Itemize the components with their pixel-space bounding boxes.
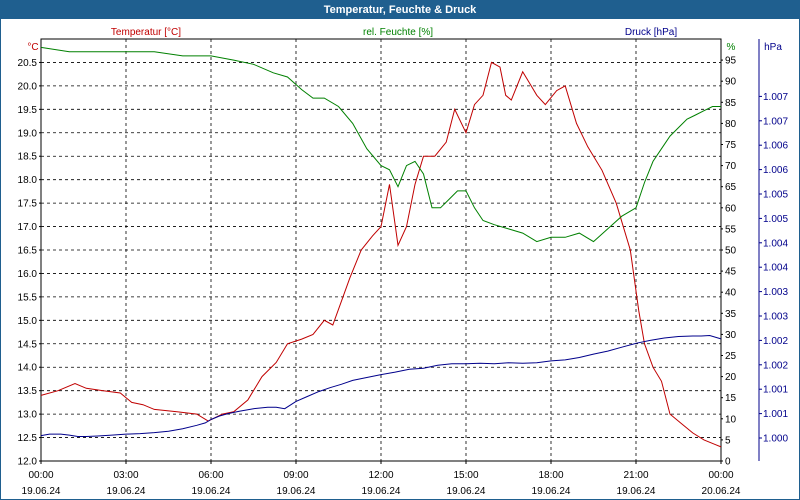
pressure-tick-label: 1.005	[763, 214, 788, 225]
temperature-tick-label: 20.5	[18, 58, 38, 69]
temperature-axis-label: Temperatur [°C]	[111, 27, 181, 38]
humidity-tick-label: 70	[725, 161, 737, 172]
pressure-tick-label: 1.007	[763, 92, 788, 103]
humidity-tick-label: 60	[725, 203, 737, 214]
temperature-tick-label: 18.0	[18, 175, 38, 186]
time-tick-label: 21:00	[623, 470, 648, 481]
time-tick-label: 00:00	[708, 470, 733, 481]
temperature-tick-label: 14.0	[18, 363, 38, 374]
humidity-tick-label: 25	[725, 351, 737, 362]
pressure-tick-label: 1.002	[763, 336, 788, 347]
humidity-tick-label: 65	[725, 182, 737, 193]
pressure-tick-label: 1.001	[763, 385, 788, 396]
temperature-tick-label: 13.0	[18, 410, 38, 421]
time-tick-label: 12:00	[368, 470, 393, 481]
temperature-tick-label: 14.5	[18, 339, 38, 350]
pressure-tick-label: 1.006	[763, 165, 788, 176]
time-tick-label: 00:00	[28, 470, 53, 481]
humidity-tick-label: 40	[725, 288, 737, 299]
pressure-tick-label: 1.005	[763, 190, 788, 201]
humidity-tick-label: 55	[725, 224, 737, 235]
time-tick-label: 09:00	[283, 470, 308, 481]
temperature-tick-label: 18.5	[18, 152, 38, 163]
temperature-tick-label: 17.5	[18, 199, 38, 210]
temperature-tick-label: 15.0	[18, 316, 38, 327]
humidity-series-line	[40, 46, 721, 243]
time-tick-label: 18:00	[538, 470, 563, 481]
humidity-tick-label: 35	[725, 309, 737, 320]
humidity-tick-label: 10	[725, 414, 737, 425]
time-tick-label: 15:00	[453, 470, 478, 481]
time-tick-label: 06:00	[198, 470, 223, 481]
time-axis: 00:00 19.06.24 03:00 19.06.24 06:00 19.06.24 0…	[22, 461, 741, 497]
humidity-axis-label: rel. Feuchte [%]	[363, 27, 433, 38]
pressure-tick-label: 1.003	[763, 312, 788, 323]
temperature-tick-label: 19.5	[18, 105, 38, 116]
pressure-tick-label: 1.006	[763, 141, 788, 152]
temperature-unit-label: °C	[27, 42, 38, 53]
grid	[41, 39, 721, 461]
time-tick-label: 03:00	[113, 470, 138, 481]
date-tick-label: 19.06.24	[277, 486, 316, 497]
humidity-unit-label: %	[727, 42, 736, 53]
date-tick-label: 19.06.24	[532, 486, 571, 497]
temperature-tick-label: 17.0	[18, 222, 38, 233]
pressure-tick-label: 1.007	[763, 116, 788, 127]
temperature-tick-label: 12.5	[18, 433, 38, 444]
date-tick-label: 20.06.24	[702, 486, 741, 497]
pressure-tick-label: 1.001	[763, 409, 788, 420]
humidity-tick-label: 20	[725, 372, 737, 383]
humidity-tick-label: 90	[725, 77, 737, 88]
series-layer	[40, 46, 722, 448]
temperature-tick-label: 20.0	[18, 81, 38, 92]
temperature-tick-label: 16.0	[18, 269, 38, 280]
humidity-tick-label: 75	[725, 140, 737, 151]
date-tick-label: 19.06.24	[362, 486, 401, 497]
chart-title: Temperatur, Feuchte & Druck	[1, 1, 799, 19]
humidity-tick-label: 45	[725, 267, 737, 278]
pressure-tick-label: 1.004	[763, 238, 788, 249]
date-tick-label: 19.06.24	[192, 486, 231, 497]
humidity-tick-label: 0	[725, 457, 731, 468]
pressure-axis-label: Druck [hPa]	[625, 27, 677, 38]
pressure-unit-label: hPa	[764, 42, 782, 53]
temperature-tick-label: 12.0	[18, 457, 38, 468]
pressure-series-line	[40, 334, 722, 437]
temperature-axis: 12.0 12.5 13.0 13.5 14.0 14.5 15.0 15.5 16.0 16.5…	[18, 58, 41, 468]
pressure-tick-label: 1.003	[763, 287, 788, 298]
humidity-tick-label: 95	[725, 56, 737, 67]
humidity-tick-label: 80	[725, 119, 737, 130]
temperature-series-line	[40, 61, 722, 448]
temperature-tick-label: 16.5	[18, 246, 38, 257]
humidity-tick-label: 30	[725, 330, 737, 341]
humidity-tick-label: 50	[725, 246, 737, 257]
pressure-axis: 1.000 1.001 1.001 1.002 1.002 1.003 1.003 1.004…	[758, 39, 788, 461]
humidity-tick-label: 5	[725, 435, 731, 446]
pressure-tick-label: 1.002	[763, 360, 788, 371]
temperature-tick-label: 13.5	[18, 386, 38, 397]
date-tick-label: 19.06.24	[107, 486, 146, 497]
pressure-tick-label: 1.004	[763, 263, 788, 274]
humidity-tick-label: 15	[725, 393, 737, 404]
temperature-tick-label: 15.5	[18, 292, 38, 303]
date-tick-label: 19.06.24	[617, 486, 656, 497]
date-tick-label: 19.06.24	[447, 486, 486, 497]
humidity-axis: 0 5 10 15 20 25 30 35 40 45 50 55 60 65 70 75 80 85 90 95	[721, 56, 737, 468]
pressure-tick-label: 1.000	[763, 434, 788, 445]
temperature-tick-label: 19.0	[18, 128, 38, 139]
date-tick-label: 19.06.24	[22, 486, 61, 497]
humidity-tick-label: 85	[725, 98, 737, 109]
